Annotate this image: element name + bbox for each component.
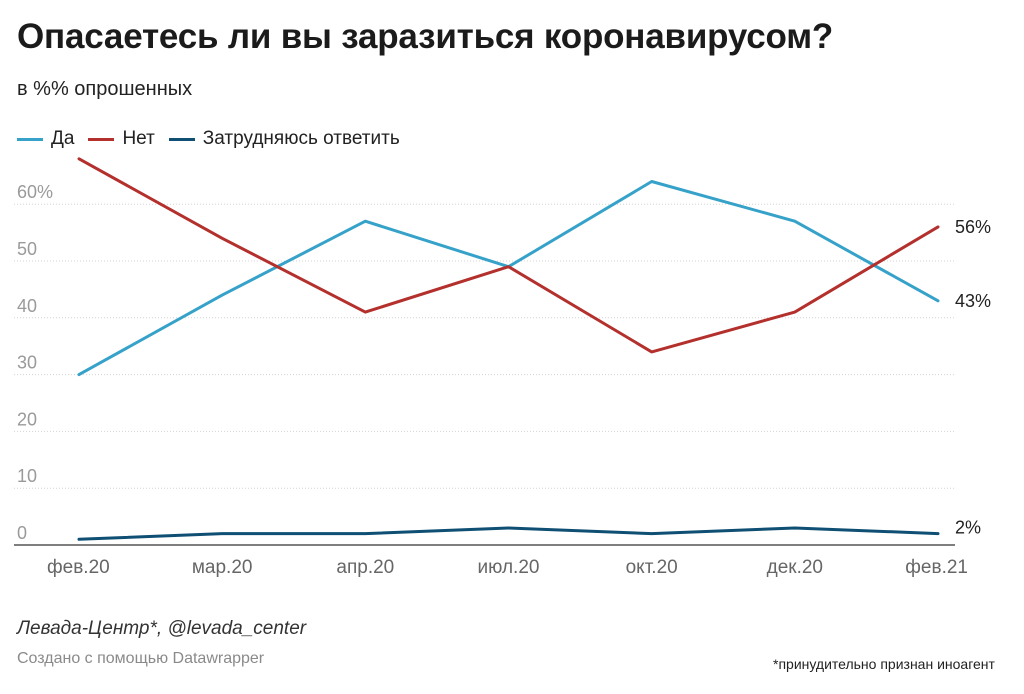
legend-item-yes: Да xyxy=(17,128,74,150)
line-chart: 0 10 20 30 40 50 60% фев.20 мар.20 апр.20 июл.20 ок… xyxy=(14,157,991,578)
legend-item-no: Нет xyxy=(88,128,155,150)
series-end-label: 2% xyxy=(955,518,981,538)
x-tick-label: мар.20 xyxy=(192,557,253,578)
y-tick-label: 10 xyxy=(17,466,37,486)
x-tick-label: фев.21 xyxy=(905,557,968,578)
y-tick-label: 30 xyxy=(17,353,37,373)
legend-swatch-no xyxy=(88,137,115,141)
x-tick-label: окт.20 xyxy=(626,557,678,578)
legend-label-no: Нет xyxy=(122,128,155,149)
legend-label-yes: Да xyxy=(51,128,75,149)
credit-text: Создано с помощью Datawrapper xyxy=(17,650,265,667)
series-line xyxy=(77,180,940,377)
legend-swatch-yes xyxy=(17,137,43,141)
x-tick-label: июл.20 xyxy=(478,557,540,578)
y-tick-label: 60% xyxy=(17,182,53,202)
source-text: Левада-Центр*, @levada_center xyxy=(17,618,307,639)
series-end-label: 56% xyxy=(955,217,991,237)
series-line xyxy=(77,157,940,354)
y-tick-label: 40 xyxy=(17,296,37,316)
legend-item-undecided: Затрудняюсь ответить xyxy=(168,128,400,150)
chart-title: Опасаетесь ли вы заразиться коронавирусо… xyxy=(17,17,834,56)
y-tick-label: 0 xyxy=(17,523,27,543)
legend: Да Нет Затрудняюсь ответить xyxy=(17,128,414,150)
series-end-label: 43% xyxy=(955,291,991,311)
legend-swatch-undecided xyxy=(168,137,195,141)
series-line xyxy=(77,526,940,541)
x-tick-label: дек.20 xyxy=(767,557,823,578)
footnote-text: *принудительно признан иноагент xyxy=(773,656,995,672)
x-tick-label: фев.20 xyxy=(47,557,110,578)
legend-label-undecided: Затрудняюсь ответить xyxy=(202,128,400,149)
y-tick-label: 20 xyxy=(17,409,37,429)
y-tick-label: 50 xyxy=(17,239,37,259)
x-tick-label: апр.20 xyxy=(336,557,394,578)
chart-subtitle: в %% опрошенных xyxy=(17,78,193,100)
